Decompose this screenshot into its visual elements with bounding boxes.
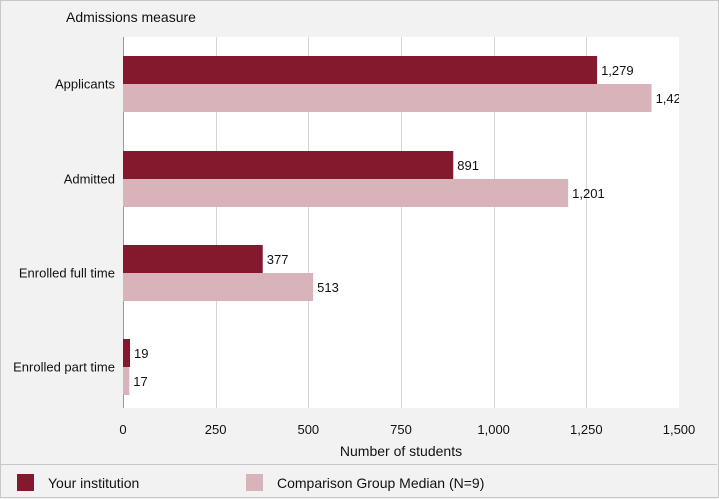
bar-1-series-1 — [123, 179, 569, 207]
category-label-0: Applicants — [55, 76, 115, 92]
category-label-2: Enrolled full time — [18, 265, 115, 281]
bar-2-series-1 — [123, 273, 314, 301]
legend: Your institution Comparison Group Median… — [0, 464, 717, 499]
x-tick-label-0: 0 — [119, 422, 127, 437]
bar-0-series-0 — [123, 56, 598, 84]
x-tick-label-4: 1,000 — [477, 422, 510, 437]
x-tick-label-5: 1,250 — [570, 422, 603, 437]
x-tick-label-2: 500 — [297, 422, 320, 437]
data-label-0-series-0: 1,279 — [601, 63, 634, 78]
category-label-1: Admitted — [63, 171, 115, 187]
legend-item-comparison-median: Comparison Group Median (N=9) — [246, 474, 484, 491]
legend-swatch-your-institution — [17, 474, 34, 491]
data-label-2-series-1: 513 — [317, 280, 339, 295]
category-label-3: Enrolled part time — [13, 359, 115, 375]
data-label-1-series-0: 891 — [457, 158, 479, 173]
y-axis-title: Admissions measure — [66, 9, 196, 25]
bar-3-series-0 — [123, 339, 131, 367]
legend-label-comparison-median: Comparison Group Median (N=9) — [277, 474, 485, 491]
legend-item-your-institution: Your institution — [17, 474, 139, 491]
bar-1-series-0 — [123, 151, 454, 179]
data-label-0-series-1: 1,426 — [656, 91, 679, 106]
legend-label-your-institution: Your institution — [48, 474, 140, 491]
data-label-2-series-0: 377 — [267, 252, 289, 267]
x-axis-title: Number of students — [339, 443, 463, 459]
bar-3-series-1 — [123, 367, 130, 395]
data-label-3-series-1: 17 — [133, 374, 147, 389]
bar-0-series-1 — [123, 84, 652, 112]
plot-area: 1,279 1,426 891 1,201 377 513 19 17 — [123, 37, 679, 408]
x-tick-label-1: 250 — [204, 422, 227, 437]
x-tick-label-3: 750 — [390, 422, 412, 437]
chart-svg: 1,279 1,426 891 1,201 377 513 19 17 — [123, 37, 679, 408]
x-tick-label-6: 1,500 — [662, 422, 696, 437]
data-label-3-series-0: 19 — [134, 346, 148, 361]
data-label-1-series-1: 1,201 — [572, 186, 605, 201]
legend-swatch-comparison-median — [246, 474, 263, 491]
bar-2-series-0 — [123, 245, 263, 273]
